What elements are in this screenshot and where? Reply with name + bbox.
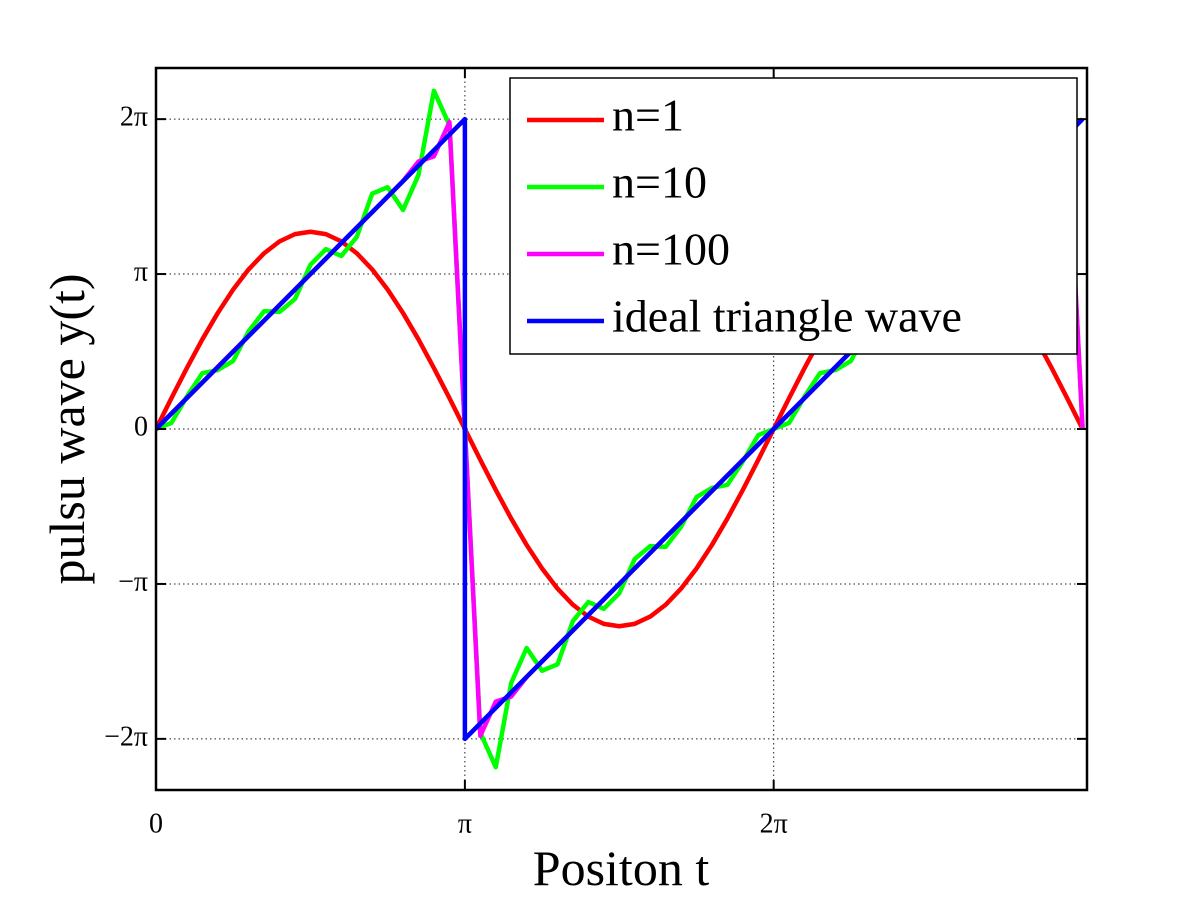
y-tick-label: 2π	[120, 102, 148, 133]
series-line	[156, 116, 1085, 742]
y-axis-label: pulsu wave y(t)	[39, 273, 95, 584]
y-tick-label: −2π	[104, 721, 148, 752]
legend-label: n=10	[612, 157, 707, 208]
legend-label: ideal triangle wave	[612, 291, 962, 342]
y-tick-label: 0	[134, 411, 148, 442]
x-tick-label: 0	[149, 808, 163, 839]
y-tick-label: −π	[118, 566, 148, 597]
x-tick-label: 2π	[760, 808, 788, 839]
legend: n=1 n=10 n=100 ideal triangle wave	[509, 77, 1078, 355]
tick-layer: 0 π 2π −2π −π 0 π 2π	[104, 68, 1087, 839]
x-tick-label: π	[458, 808, 472, 839]
x-axis-label: Positon t	[533, 840, 710, 896]
legend-label: n=100	[612, 224, 730, 275]
legend-box	[509, 77, 1078, 355]
y-tick-label: π	[134, 256, 148, 287]
legend-label: n=1	[612, 90, 684, 141]
